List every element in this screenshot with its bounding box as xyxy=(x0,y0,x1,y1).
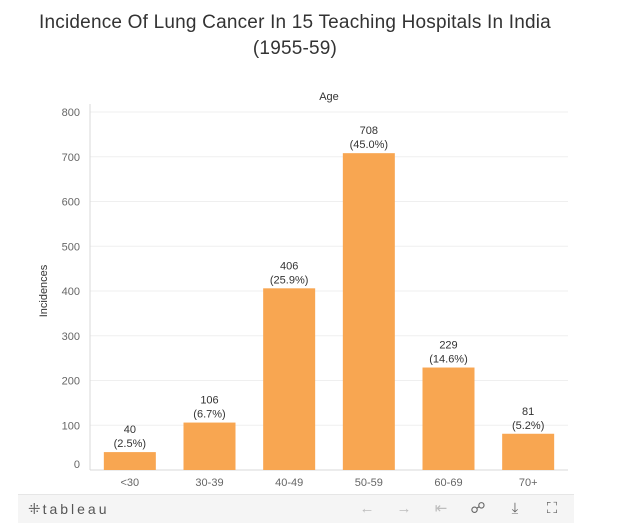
x-tick-label: 50-59 xyxy=(355,477,383,489)
data-label-percent: (5.2%) xyxy=(512,420,544,432)
x-tick-label: <30 xyxy=(120,477,139,489)
y-axis-title: Incidences xyxy=(38,264,50,317)
tableau-brand[interactable]: ⁜ tableau xyxy=(28,500,110,518)
data-label-value: 40 xyxy=(124,424,136,436)
bar xyxy=(263,288,316,470)
data-label-percent: (6.7%) xyxy=(193,409,225,421)
redo-icon[interactable]: → xyxy=(396,500,412,517)
undo-icon[interactable]: ← xyxy=(359,500,375,517)
chart-title-line-1: Incidence Of Lung Cancer In 15 Teaching … xyxy=(39,12,551,33)
y-tick-label: 200 xyxy=(62,376,80,388)
y-tick-label: 700 xyxy=(62,152,80,164)
y-tick-label: 800 xyxy=(62,107,80,119)
y-tick-label: 600 xyxy=(62,197,80,209)
tableau-logo-icon: ⁜ xyxy=(28,501,41,518)
x-tick-label: 70+ xyxy=(519,477,538,489)
x-axis-title: Age xyxy=(319,91,339,103)
bar xyxy=(183,422,236,470)
tableau-brand-text: tableau xyxy=(42,501,110,517)
fullscreen-icon[interactable]: ⛶ xyxy=(546,500,558,517)
data-label-value: 406 xyxy=(280,260,298,272)
y-tick-label: 500 xyxy=(62,241,80,253)
bar xyxy=(342,153,395,471)
data-label-value: 81 xyxy=(522,406,534,418)
share-icon[interactable]: ☍ xyxy=(470,500,486,517)
tableau-toolbar: ⁜ tableau ← → ⇤ ☍ ⤓ ⛶ xyxy=(18,494,574,523)
y-tick-label: 300 xyxy=(62,331,80,343)
bar-chart: 0 100 200 300 400 500 600 700 800 Age Incidences 40… xyxy=(38,91,568,489)
y-tick-label: 100 xyxy=(62,420,80,432)
data-label-percent: (45.0%) xyxy=(350,139,389,151)
y-tick-label: 0 xyxy=(74,459,80,471)
y-tick-label: 400 xyxy=(62,286,80,298)
x-tick-label: 30-39 xyxy=(195,477,223,489)
x-tick-label: 60-69 xyxy=(434,477,462,489)
data-label-value: 708 xyxy=(360,125,378,137)
chart-title-line-2: (1955-59) xyxy=(252,38,338,59)
data-label-percent: (14.6%) xyxy=(429,354,468,366)
data-label-percent: (2.5%) xyxy=(114,438,146,450)
bar xyxy=(502,433,555,470)
download-icon[interactable]: ⤓ xyxy=(511,500,519,517)
bar xyxy=(422,367,475,470)
data-label-percent: (25.9%) xyxy=(270,274,309,286)
data-label-value: 106 xyxy=(200,395,218,407)
data-label-value: 229 xyxy=(439,340,457,352)
toolbar-icons: ← → ⇤ ☍ ⤓ ⛶ xyxy=(342,499,564,519)
x-tick-label: 40-49 xyxy=(275,477,303,489)
chart-title: Incidence Of Lung Cancer In 15 Teaching … xyxy=(0,10,590,62)
revert-icon[interactable]: ⇤ xyxy=(434,500,448,517)
bar xyxy=(103,452,156,470)
